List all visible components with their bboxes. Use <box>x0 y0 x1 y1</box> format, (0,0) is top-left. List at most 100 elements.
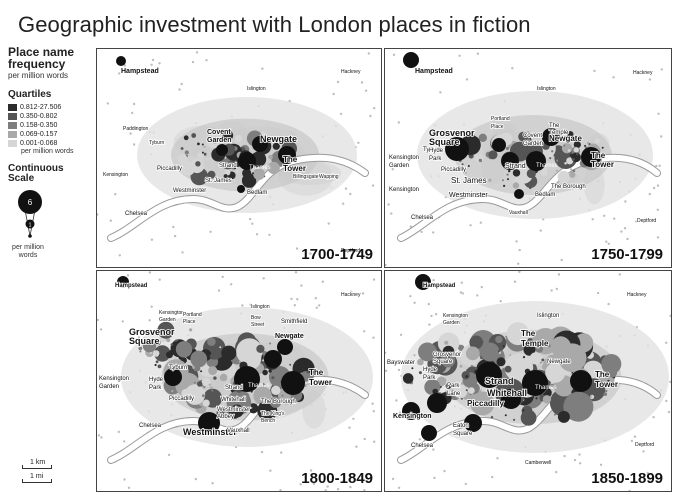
place-point <box>190 350 208 368</box>
map-point <box>367 52 370 55</box>
place-point <box>508 169 511 173</box>
map-point <box>635 220 638 223</box>
map-point <box>591 218 594 221</box>
place-point <box>584 144 587 147</box>
place-point <box>465 389 468 392</box>
place-point <box>442 345 455 358</box>
map-point <box>648 78 652 81</box>
place-point <box>402 373 414 384</box>
map-point <box>100 436 103 439</box>
map-point <box>657 112 660 115</box>
legend-heading-line2: frequency <box>8 57 66 71</box>
map-point <box>499 300 502 303</box>
place-point <box>262 359 265 362</box>
place-point <box>250 406 253 409</box>
place-point <box>262 369 268 376</box>
map-point <box>418 438 422 441</box>
map-point <box>511 67 514 70</box>
place-point <box>271 376 275 380</box>
map-point <box>387 203 390 206</box>
place-point <box>502 179 504 182</box>
map-point <box>390 212 393 215</box>
place-point <box>567 149 571 152</box>
map-point <box>660 68 663 71</box>
map-point <box>324 489 327 491</box>
map-point <box>129 132 132 135</box>
map-point <box>624 200 627 203</box>
place-point <box>210 386 213 390</box>
place-label: Strand <box>225 385 243 391</box>
map-point <box>151 58 155 62</box>
river-thames <box>107 375 369 464</box>
place-label: Place <box>183 319 196 325</box>
place-label: Bow <box>251 315 261 321</box>
place-point <box>228 406 241 419</box>
map-point <box>644 257 648 261</box>
place-point <box>207 337 216 346</box>
map-point <box>118 72 121 75</box>
map-point <box>607 302 610 306</box>
place-point <box>224 156 227 159</box>
place-point <box>603 392 608 396</box>
place-point <box>557 410 570 423</box>
river-thames <box>397 153 661 242</box>
place-point <box>505 335 508 338</box>
place-point <box>605 389 608 393</box>
place-point <box>541 355 544 359</box>
place-label: Whitehall <box>221 397 246 403</box>
map-point <box>296 298 299 301</box>
place-point <box>461 371 470 380</box>
place-label: Kensington <box>103 172 128 178</box>
map-point <box>352 417 355 420</box>
place-label: Tower <box>591 160 614 169</box>
place-label: Hampstead <box>415 68 453 75</box>
map-point <box>557 273 561 276</box>
place-point <box>546 360 550 365</box>
place-point <box>570 168 573 171</box>
place-point <box>268 369 272 373</box>
place-label: Place <box>491 124 504 130</box>
place-point <box>461 163 464 166</box>
scale-bar-label: 1 km <box>30 459 46 466</box>
map-point <box>355 445 358 448</box>
place-point <box>191 133 197 138</box>
place-point <box>432 388 438 395</box>
map-point <box>618 273 621 276</box>
place-point-major <box>421 425 437 441</box>
place-point <box>211 389 214 392</box>
map-point <box>612 76 615 79</box>
map-point <box>464 482 467 486</box>
place-label: Tower <box>595 380 618 389</box>
place-point <box>234 167 236 170</box>
place-label: Garden <box>523 141 543 147</box>
map-point <box>397 368 401 372</box>
map-point <box>363 437 366 441</box>
map-point <box>97 213 99 216</box>
place-point <box>551 150 554 153</box>
map-point <box>607 242 610 245</box>
map-point <box>420 230 423 234</box>
place-point <box>161 356 164 359</box>
place-point <box>564 162 567 165</box>
place-point <box>155 339 161 346</box>
map-point <box>469 224 472 227</box>
map-point <box>309 469 313 472</box>
map-point <box>620 230 623 233</box>
place-point <box>202 394 205 398</box>
place-point <box>445 383 452 389</box>
map-point <box>118 254 121 257</box>
place-label: Garden <box>159 317 176 323</box>
place-point-major <box>234 366 260 392</box>
place-label: Tyburn <box>169 365 187 371</box>
map-point <box>299 483 302 486</box>
place-label: The <box>591 151 606 160</box>
map-point <box>655 164 658 168</box>
map-point <box>652 416 655 419</box>
map-point <box>211 482 214 485</box>
place-point <box>175 366 178 369</box>
place-point <box>607 379 610 382</box>
place-label: Kensington <box>389 155 419 161</box>
place-point <box>174 339 177 343</box>
river-thames <box>107 153 369 242</box>
place-point <box>175 341 193 358</box>
